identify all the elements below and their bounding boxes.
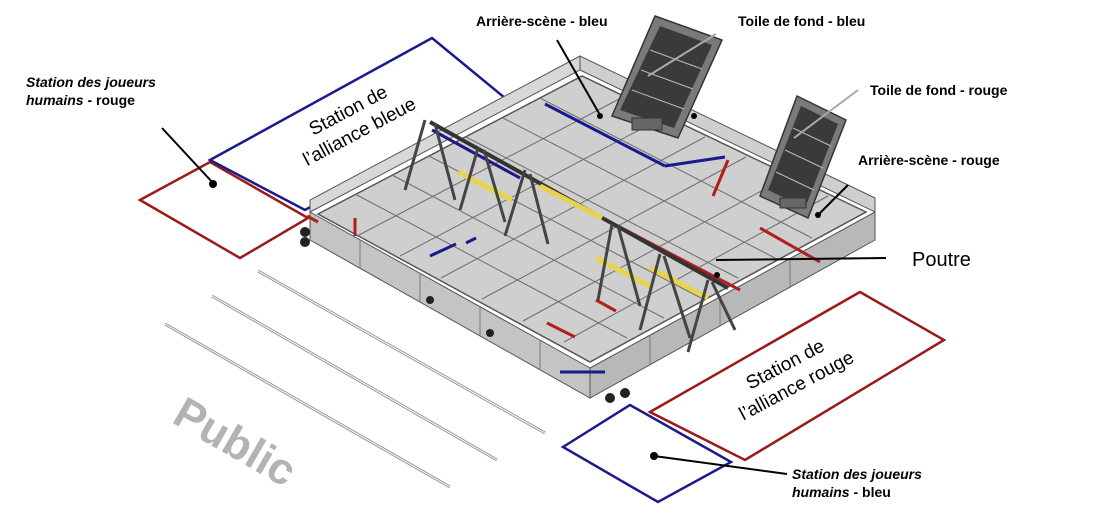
label-human-station-blue: Station des joueurs humains - bleu <box>792 465 922 501</box>
human-station-red-line2: humains <box>26 92 84 108</box>
floor-grid <box>354 96 829 343</box>
label-backstage-red: Arrière-scène - rouge <box>858 152 1000 168</box>
field-feet <box>300 227 630 403</box>
callout-lines <box>161 39 887 475</box>
label-backdrop-blue: Toile de fond - bleu <box>738 13 866 29</box>
label-beam: Poutre <box>912 249 971 271</box>
human-station-blue-line1: Station des joueurs <box>792 466 922 482</box>
label-backdrop-red: Toile de fond - rouge <box>870 82 1008 98</box>
alliance-station-red-zone <box>647 290 947 462</box>
beam-assembly <box>403 119 737 353</box>
label-human-station-red: Station des joueurs humains - rouge <box>26 73 156 109</box>
blue-tape-lines <box>429 102 726 374</box>
human-player-station-blue-zone <box>560 403 734 504</box>
human-station-blue-line2: humains <box>792 484 850 500</box>
human-player-station-red-zone <box>137 160 311 260</box>
label-backstage-blue: Arrière-scène - bleu <box>476 13 608 29</box>
human-station-blue-suffix: - bleu <box>849 484 891 500</box>
human-station-red-line1: Station des joueurs <box>26 74 156 90</box>
field-floor <box>316 75 868 363</box>
human-station-red-suffix: - rouge <box>83 92 135 108</box>
